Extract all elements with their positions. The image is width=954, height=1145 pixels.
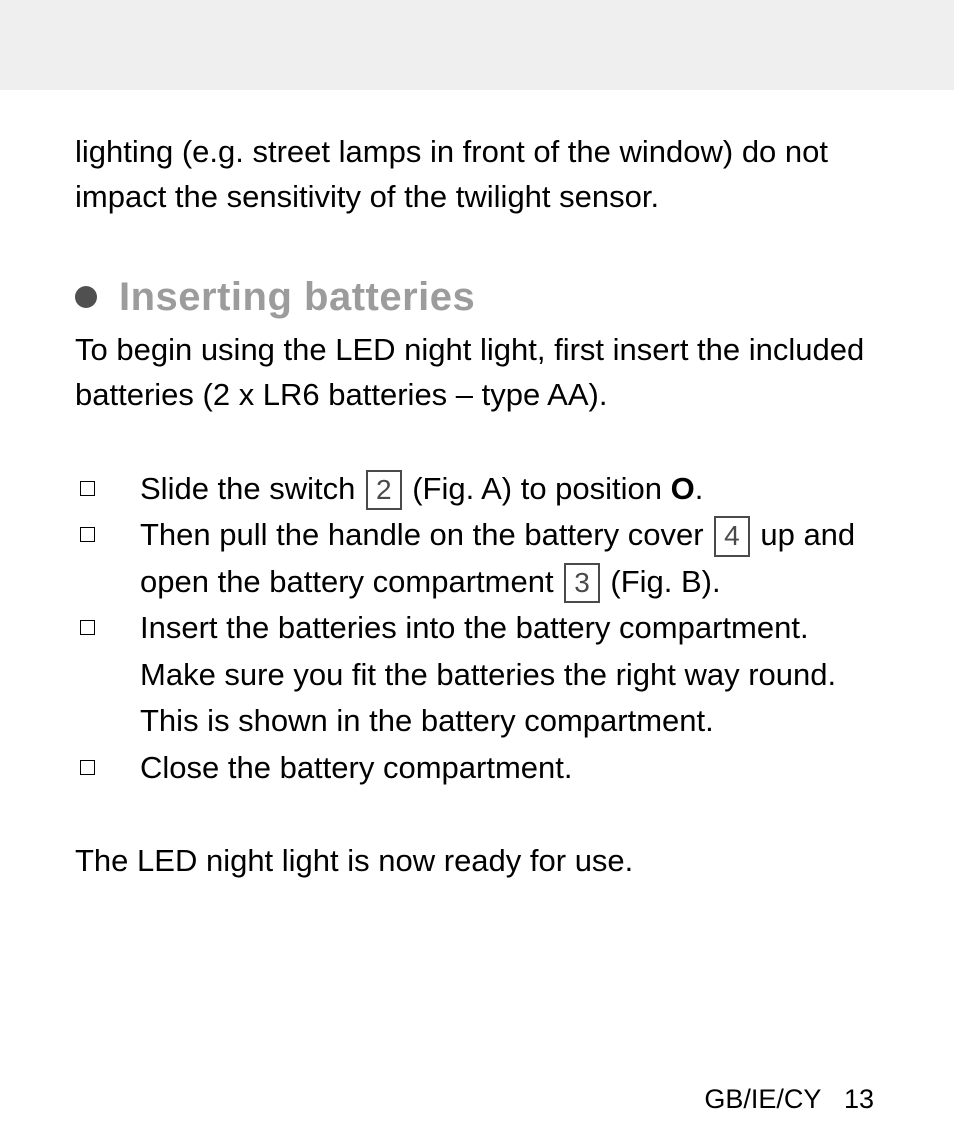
heading-text: Inserting batteries bbox=[119, 275, 475, 320]
list-item: Slide the switch 2 (Fig. A) to position … bbox=[75, 466, 879, 513]
step-text: Insert the batteries into the battery co… bbox=[140, 605, 879, 745]
callout-number: 3 bbox=[564, 563, 600, 603]
list-item: Then pull the handle on the battery cove… bbox=[75, 512, 879, 605]
checkbox-icon bbox=[80, 527, 95, 542]
checkbox-icon bbox=[80, 760, 95, 775]
text-fragment: Then pull the handle on the battery cove… bbox=[140, 517, 712, 552]
step-list: Slide the switch 2 (Fig. A) to position … bbox=[75, 466, 879, 792]
bullet-icon bbox=[75, 286, 97, 308]
step-text: Then pull the handle on the battery cove… bbox=[140, 512, 879, 605]
footer-locale: GB/IE/CY bbox=[704, 1084, 821, 1114]
text-fragment: . bbox=[695, 471, 704, 506]
callout-number: 2 bbox=[366, 470, 402, 510]
list-item: Insert the batteries into the battery co… bbox=[75, 605, 879, 745]
manual-page: lighting (e.g. street lamps in front of … bbox=[0, 90, 954, 1145]
position-label: O bbox=[671, 471, 695, 506]
text-fragment: (Fig. B). bbox=[602, 564, 721, 599]
section-heading: Inserting batteries bbox=[75, 275, 879, 320]
closing-paragraph: The LED night light is now ready for use… bbox=[75, 839, 879, 884]
list-item: Close the battery compartment. bbox=[75, 745, 879, 792]
checkbox-icon bbox=[80, 620, 95, 635]
checkbox-icon bbox=[80, 481, 95, 496]
step-text: Close the battery compartment. bbox=[140, 745, 879, 792]
intro-paragraph: lighting (e.g. street lamps in front of … bbox=[75, 130, 879, 220]
footer-page-number: 13 bbox=[844, 1084, 874, 1114]
callout-number: 4 bbox=[714, 516, 750, 556]
page-footer: GB/IE/CY 13 bbox=[704, 1084, 874, 1115]
section-intro: To begin using the LED night light, firs… bbox=[75, 328, 879, 418]
text-fragment: Slide the switch bbox=[140, 471, 364, 506]
text-fragment: (Fig. A) to position bbox=[404, 471, 671, 506]
step-text: Slide the switch 2 (Fig. A) to position … bbox=[140, 466, 879, 513]
